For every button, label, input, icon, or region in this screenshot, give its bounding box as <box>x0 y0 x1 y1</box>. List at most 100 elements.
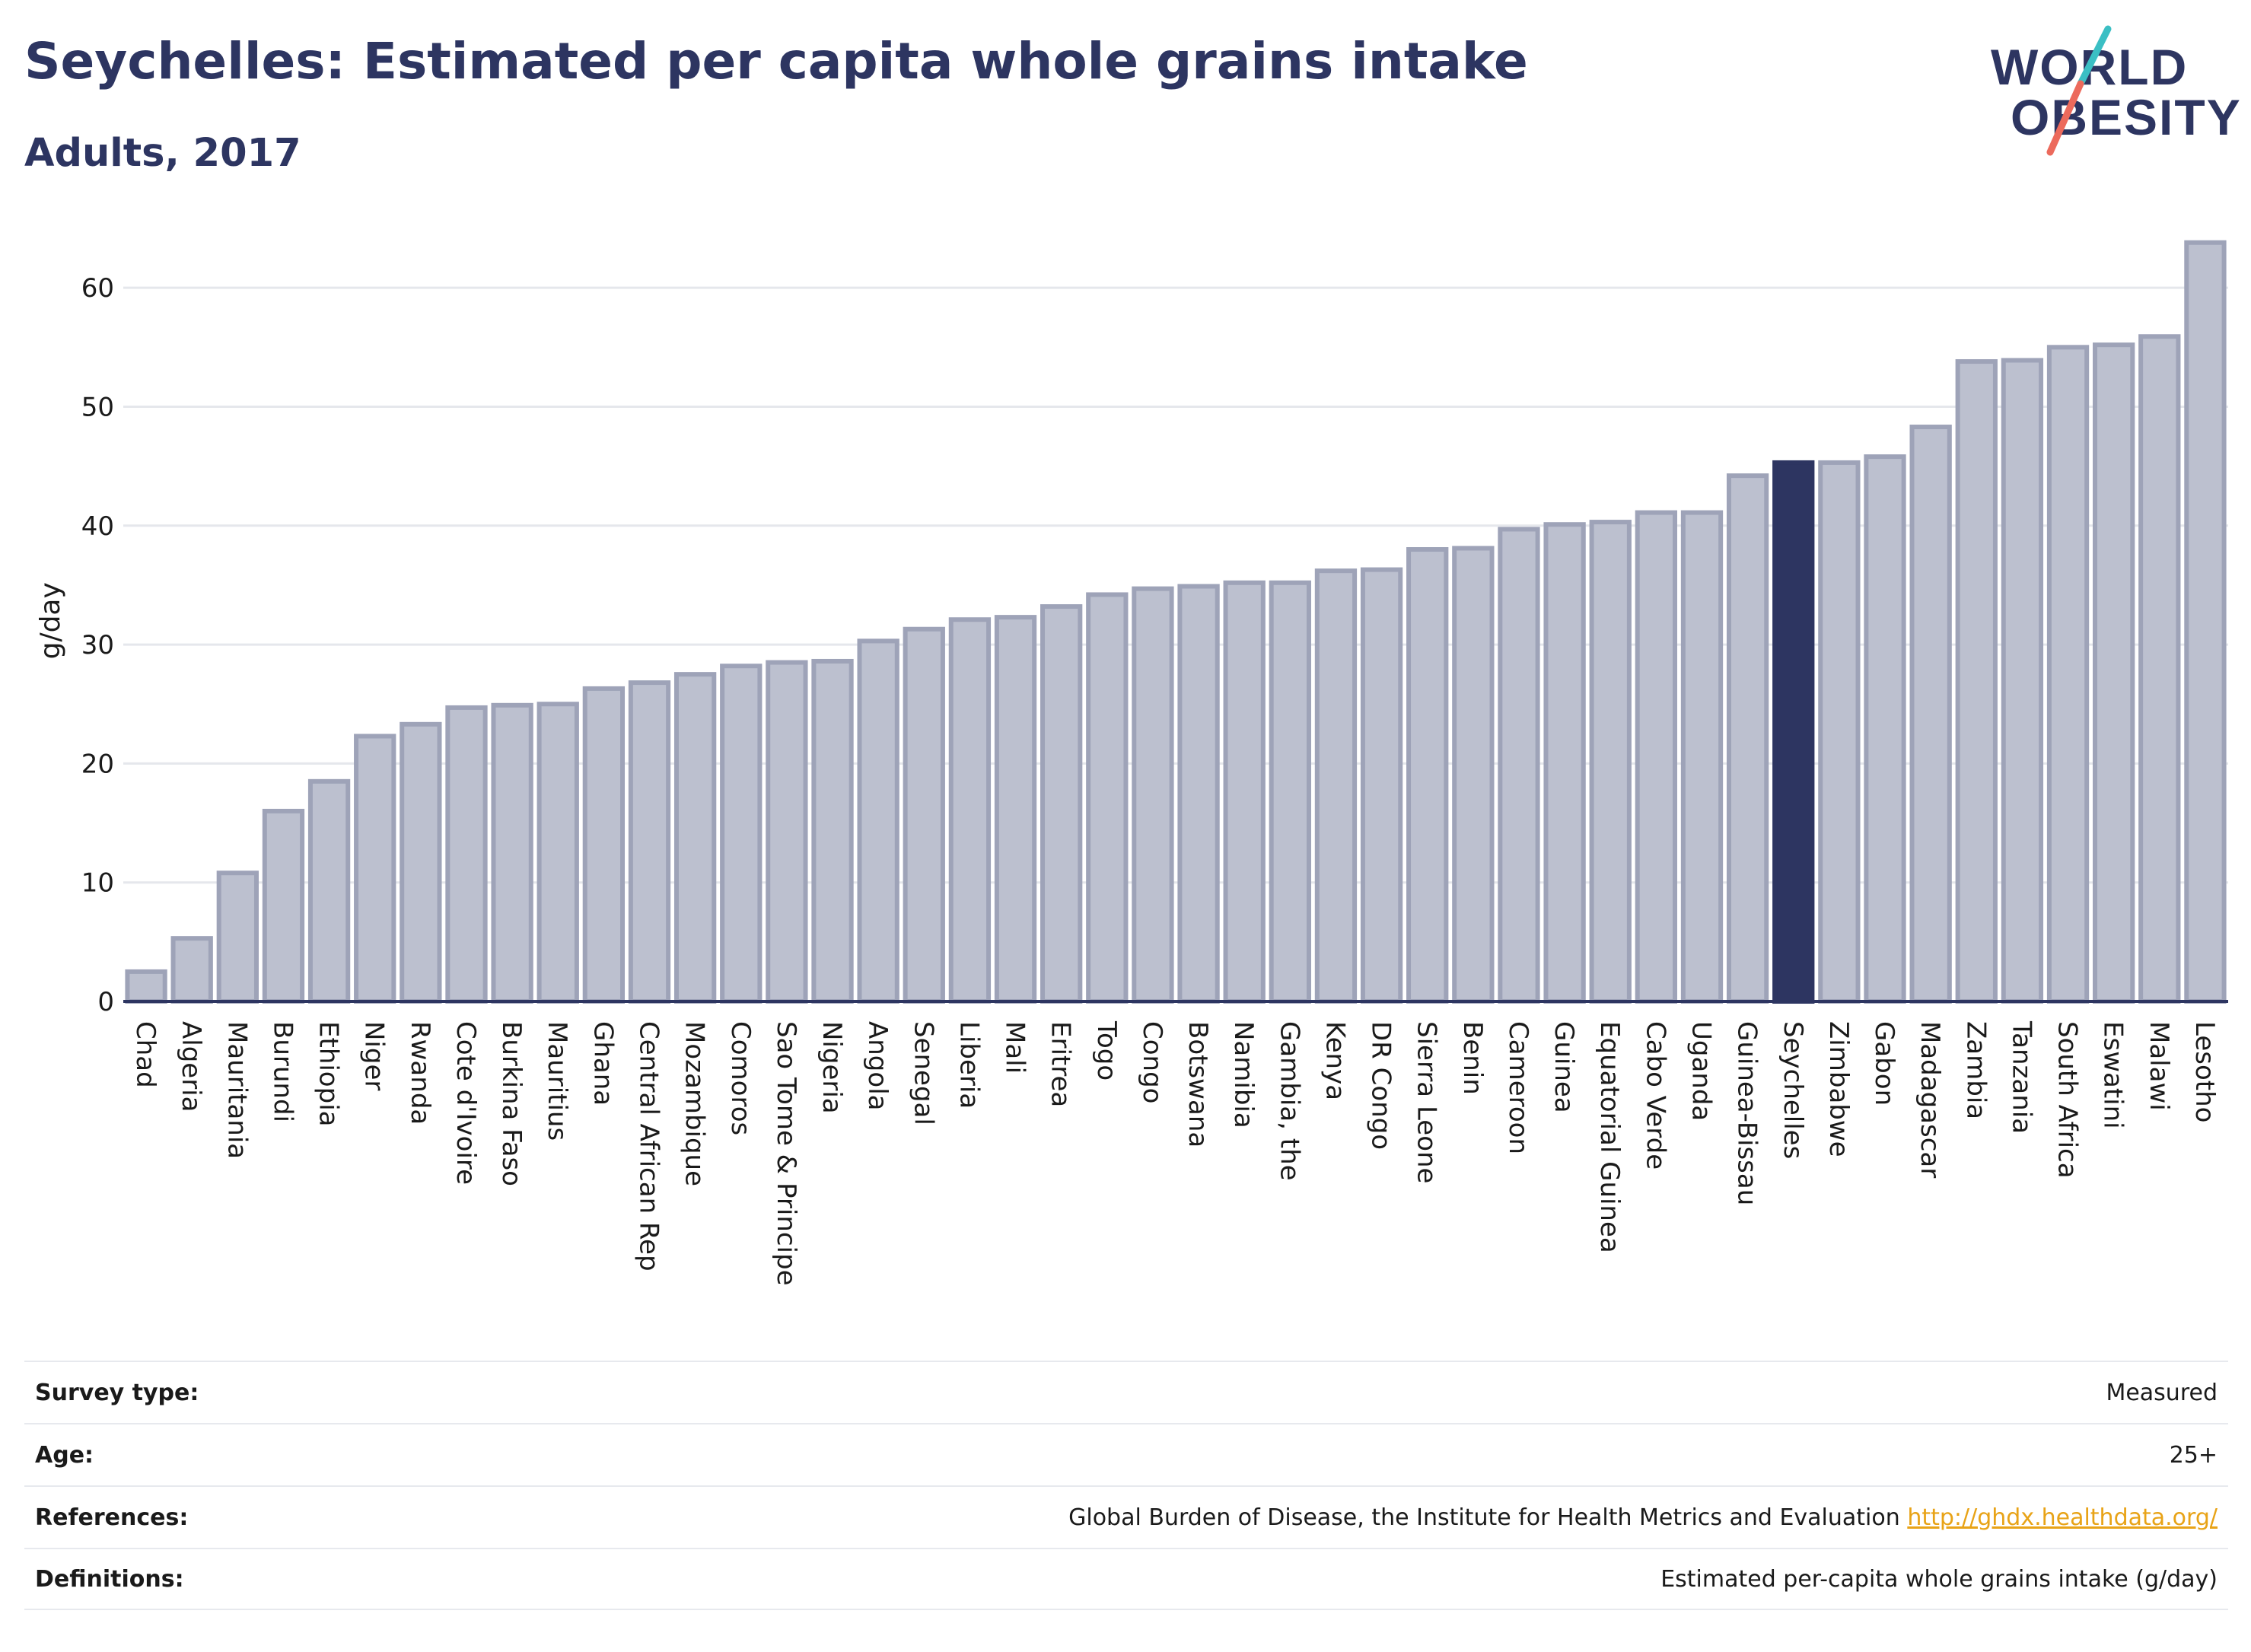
references-label: References: <box>35 1504 189 1531</box>
x-tick-label: Eswatini <box>2098 1021 2128 1129</box>
x-tick-label: Gabon <box>1869 1021 1899 1106</box>
age-label: Age: <box>35 1441 94 1469</box>
bar-eritrea[interactable] <box>1040 604 1083 1004</box>
bar-zambia[interactable] <box>1955 359 1998 1004</box>
bar-tanzania[interactable] <box>2001 358 2044 1004</box>
info-row-survey-type: Survey type: Measured <box>24 1361 2228 1423</box>
y-axis-ticks: 0 10 20 30 40 50 60 <box>81 273 114 1017</box>
bar-mozambique[interactable] <box>673 672 717 1004</box>
bar-eswatini[interactable] <box>2093 342 2135 1004</box>
bar-botswana[interactable] <box>1177 584 1220 1004</box>
x-tick-label: Liberia <box>954 1021 984 1109</box>
bar-sierra-leone[interactable] <box>1406 547 1449 1004</box>
x-tick-label: Zimbabwe <box>1823 1021 1854 1157</box>
y-tick-label: 20 <box>81 749 114 779</box>
bar-comoros[interactable] <box>720 664 763 1004</box>
bar-zimbabwe[interactable] <box>1818 460 1861 1004</box>
world-obesity-logo[interactable]: WORLD OBESITY <box>1986 23 2240 160</box>
bar-chad[interactable] <box>125 969 167 1004</box>
bar-benin[interactable] <box>1452 546 1495 1004</box>
bar-mauritius[interactable] <box>536 702 579 1004</box>
chart-title: Seychelles: Estimated per capita whole g… <box>24 32 1528 91</box>
bar-south-africa[interactable] <box>2046 345 2090 1004</box>
x-tick-label: Benin <box>1457 1021 1488 1095</box>
bar-sao-tome-principe[interactable] <box>766 660 808 1004</box>
bar-ethiopia[interactable] <box>307 778 351 1004</box>
x-tick-label: Lesotho <box>2189 1021 2220 1122</box>
x-tick-label: Algeria <box>176 1021 206 1112</box>
survey-type-label: Survey type: <box>35 1379 199 1406</box>
bar-lesotho[interactable] <box>2184 240 2227 1004</box>
x-tick-label: Guinea-Bissau <box>1732 1021 1762 1205</box>
bar-niger[interactable] <box>354 734 396 1004</box>
bar-nigeria[interactable] <box>811 658 854 1004</box>
x-tick-label: Angola <box>862 1021 893 1110</box>
x-tick-label: Seychelles <box>1778 1021 1808 1159</box>
x-tick-label: Sierra Leone <box>1412 1021 1442 1183</box>
bar-namibia[interactable] <box>1223 580 1266 1004</box>
x-tick-label: Ethiopia <box>314 1021 344 1126</box>
x-tick-label: Chad <box>130 1021 161 1088</box>
x-tick-label: Nigeria <box>817 1021 847 1114</box>
x-tick-label: Mauritius <box>542 1021 572 1141</box>
x-tick-label: Equatorial Guinea <box>1594 1021 1625 1253</box>
bars <box>125 240 2227 1004</box>
bar-cabo-verde[interactable] <box>1635 510 1678 1004</box>
bar-senegal[interactable] <box>903 626 945 1004</box>
x-axis-ticks: Chad Algeria Mauritania Burundi Ethiopia Nige… <box>130 1020 2220 1286</box>
chart-subtitle: Adults, 2017 <box>24 131 301 176</box>
bar-burkina-faso[interactable] <box>491 702 533 1004</box>
bar-angola[interactable] <box>857 638 899 1004</box>
bar-equatorial-guinea[interactable] <box>1589 520 1632 1004</box>
bar-dr-congo[interactable] <box>1360 567 1403 1004</box>
bar-liberia[interactable] <box>948 617 992 1004</box>
bar-cameroon[interactable] <box>1498 527 1540 1004</box>
y-tick-label: 10 <box>81 868 114 899</box>
bar-gabon[interactable] <box>1864 454 1906 1004</box>
x-tick-label: Ghana <box>587 1021 618 1106</box>
x-tick-label: Cameroon <box>1503 1021 1533 1154</box>
bar-togo[interactable] <box>1086 592 1129 1004</box>
x-tick-label: Namibia <box>1228 1021 1259 1128</box>
bar-gambia-the[interactable] <box>1269 580 1311 1004</box>
x-tick-label: Niger <box>359 1021 390 1090</box>
bar-central-african-rep[interactable] <box>628 680 671 1004</box>
bar-uganda[interactable] <box>1680 510 1724 1004</box>
bar-kenya[interactable] <box>1314 568 1358 1004</box>
bar-seychelles[interactable] <box>1772 460 1815 1004</box>
info-row-age: Age: 25+ <box>24 1423 2228 1485</box>
logo-text-obesity: OBESITY <box>2011 89 2242 145</box>
x-tick-label: Uganda <box>1686 1021 1717 1121</box>
bar-burundi[interactable] <box>262 808 305 1004</box>
bar-malawi[interactable] <box>2138 334 2181 1004</box>
x-tick-label: Mauritania <box>221 1021 252 1159</box>
bar-congo[interactable] <box>1132 586 1174 1004</box>
references-link[interactable]: http://ghdx.healthdata.org/ <box>1907 1504 2218 1531</box>
x-tick-label: Congo <box>1137 1021 1167 1103</box>
x-tick-label: DR Congo <box>1366 1021 1396 1150</box>
x-tick-label: Guinea <box>1549 1021 1579 1113</box>
x-tick-label: Zambia <box>1960 1021 1991 1119</box>
bar-madagascar[interactable] <box>1909 425 1952 1004</box>
x-tick-label: Mali <box>1000 1021 1030 1074</box>
x-tick-label: Botswana <box>1183 1021 1213 1147</box>
references-value: Global Burden of Disease, the Institute … <box>1068 1504 1900 1531</box>
x-tick-label: Gambia, the <box>1274 1021 1304 1181</box>
bar-rwanda[interactable] <box>400 721 442 1004</box>
x-tick-label: South Africa <box>2052 1021 2083 1179</box>
y-tick-label: 30 <box>81 630 114 660</box>
x-tick-label: Comoros <box>725 1021 756 1135</box>
bar-guinea-bissau[interactable] <box>1726 473 1769 1004</box>
x-tick-label: Burundi <box>267 1021 298 1122</box>
x-tick-label: Cabo Verde <box>1640 1021 1670 1170</box>
bar-algeria[interactable] <box>170 936 213 1004</box>
bar-guinea[interactable] <box>1543 522 1586 1004</box>
x-tick-label: Kenya <box>1320 1021 1350 1100</box>
survey-type-value: Measured <box>2106 1379 2218 1406</box>
bar-mauritania[interactable] <box>216 871 259 1004</box>
bar-ghana[interactable] <box>582 686 626 1004</box>
x-tick-label: Tanzania <box>2006 1020 2036 1134</box>
bar-cote-d-ivoire[interactable] <box>445 705 488 1004</box>
x-tick-label: Togo <box>1091 1020 1122 1081</box>
bar-mali[interactable] <box>994 615 1037 1004</box>
